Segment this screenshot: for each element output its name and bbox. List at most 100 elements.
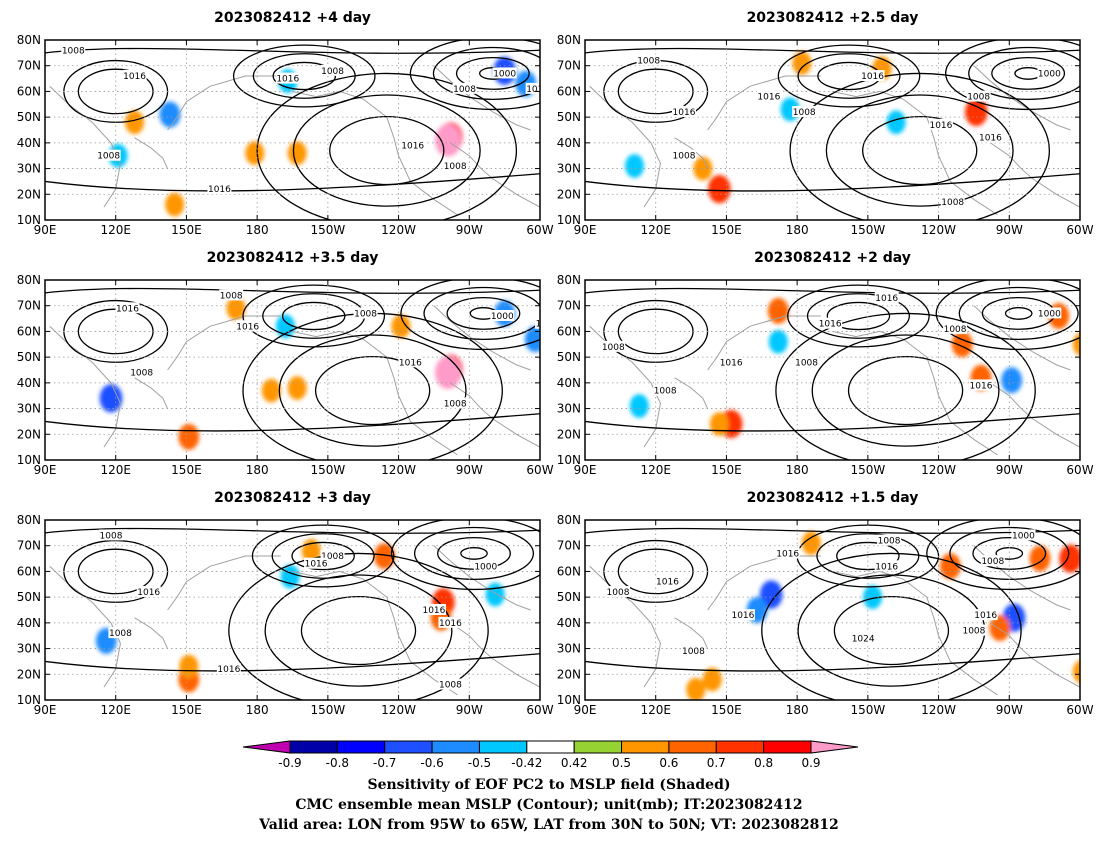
colorbar-tick-label: -0.9 [278,756,301,770]
contour-label: 1016 [656,578,679,588]
x-tick-label: 90E [34,703,57,717]
grid [45,520,540,700]
colorbar-tick-label: 0.5 [612,756,631,770]
shaded-blob [287,141,307,166]
x-tick-label: 120W [921,703,956,717]
colorbar-tick-label: -0.42 [511,756,542,770]
contour-label-bg [794,356,819,368]
contour-label: 1016 [974,611,997,621]
y-tick-label: 70N [557,299,581,313]
contour-label: 1016 [276,75,299,85]
mslp-contours [585,280,1080,460]
contour-label-bg [874,560,899,572]
contour-label: 1008 [439,681,462,691]
contour-label: 1016 [979,134,1002,144]
contour-label: 1008 [109,629,132,639]
contour-label-bg [275,72,300,84]
x-tick-label: 180 [246,463,269,477]
contour-label-bg [730,609,755,621]
shaded-blob [702,667,722,692]
contour-label: 1016 [401,141,424,151]
y-tick-label: 30N [557,162,581,176]
colorbar-tick-label: 0.6 [659,756,678,770]
x-tick-label: 120W [381,703,416,717]
y-tick-label: 20N [557,187,581,201]
contour-label: 1000 [493,69,516,79]
contour-label-bg [535,317,540,329]
y-tick-label: 40N [17,136,41,150]
contour-label: 1008 [941,198,964,208]
colorbar-box [478,740,528,754]
caption-line-3: Valid area: LON from 95W to 65W, LAT fro… [258,817,839,833]
contour-label-bg [473,560,498,572]
contour-label-bg [525,82,540,94]
contour-label-bg [655,575,680,587]
contour-label: 1016 [116,304,139,314]
contour-label: 1008 [793,108,816,118]
contour-label-bg [216,663,241,675]
contour-label-bg [973,609,998,621]
contour-label-bg [207,183,232,195]
grid [585,40,1080,220]
contour-label-bg [928,118,953,130]
contour-label: 1000 [1038,309,1061,319]
contour-label: 1016 [875,294,898,304]
contour-label-bg [636,54,661,66]
grid [585,520,1080,700]
contour-label-bg [860,70,885,81]
shaded-blob [178,423,200,450]
contour-label: 1008 [321,67,344,77]
y-tick-label: 50N [557,590,581,604]
shaded-blob [287,376,307,400]
contour-label: 1016 [217,665,240,675]
colorbar-tick-label: -0.5 [468,756,491,770]
x-tick-label: 180 [786,223,809,237]
shaded-field [108,56,537,217]
colorbar-tick-label: -0.8 [326,756,349,770]
x-tick-label: 180 [786,703,809,717]
colorbar-tick-label: -0.7 [373,756,396,770]
y-tick-label: 10N [557,213,581,227]
shaded-blob [792,51,812,76]
shaded-blob [524,326,540,353]
colorbar-box [573,740,623,754]
shaded-blob [226,296,246,321]
contour-label-bg [966,90,991,102]
contour-label: 1008 [878,537,901,547]
y-tick-label: 20N [17,667,41,681]
panel-title: 2023082412 +2 day [754,250,911,266]
mslp-contours [45,40,540,220]
contour-label-bg [672,149,696,161]
x-tick-label: 90W [456,703,483,717]
panel-title: 2023082412 +2.5 day [747,10,919,26]
grid [45,40,540,220]
x-tick-label: 150E [711,223,742,237]
contour-label: 1016 [731,611,754,621]
y-tick-label: 80N [17,513,41,527]
x-tick-label: 150W [850,463,885,477]
shaded-blob [989,615,1011,641]
contour-label: 1016 [236,322,259,332]
panel-frame [584,519,1081,701]
contour-label: 1008 [97,152,120,162]
y-tick-label: 20N [557,667,581,681]
contour-label-bg [235,320,260,332]
contour-label-bg [99,529,123,541]
panel-frame [584,279,1081,461]
shaded-blob [245,141,265,166]
y-tick-label: 70N [17,59,41,73]
shaded-blob [1072,332,1080,356]
y-tick-label: 80N [17,33,41,47]
contour-label: 1016 [776,549,799,559]
contour-label: 1016 [439,619,462,629]
contour-label: 1008 [444,399,467,409]
panel-title: 2023082412 +3 day [214,490,371,506]
contour-label-bg [681,645,706,657]
x-tick-label: 120W [381,463,416,477]
y-tick-label: 40N [17,376,41,390]
colorbar-box [715,740,765,754]
contour-label: 1008 [637,57,660,67]
contour-label-bg [672,106,696,117]
x-tick-label: 90W [996,703,1023,717]
y-tick-label: 70N [17,299,41,313]
